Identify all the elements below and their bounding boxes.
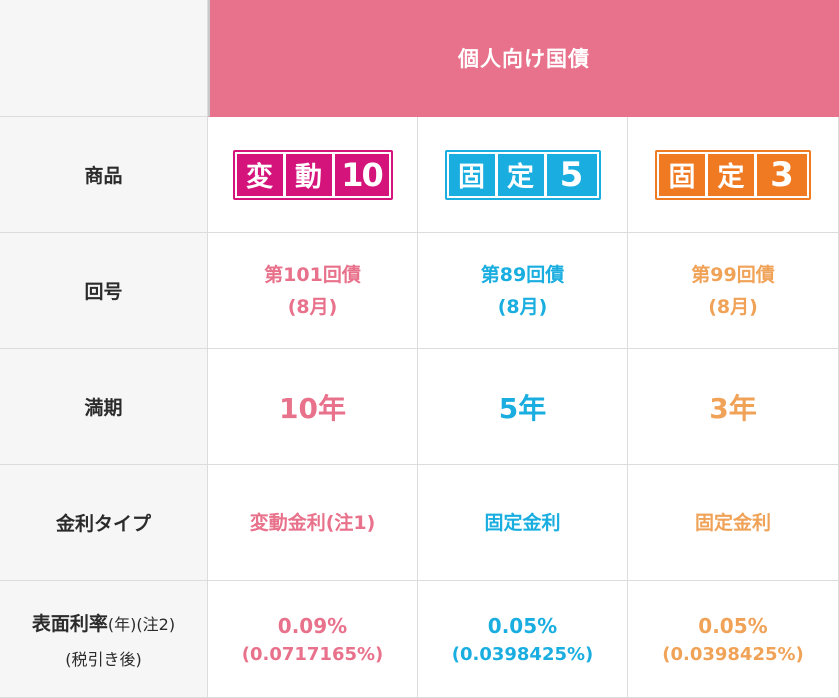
issue-month: (8月) [287,295,338,318]
rate-type-cell: 固定金利 [628,465,839,581]
product-logo-cell: 固 定 3 [628,117,839,233]
coupon-label-sub: (税引き後) [65,649,142,669]
logo-char: 固 [659,153,705,196]
maturity-cell: 10年 [208,349,418,465]
row-label-maturity: 満期 [0,349,208,465]
rate-type-value: 固定金利 [694,511,771,534]
logo-number: 10 [334,153,389,196]
issue-number: 第89回債 [480,263,565,286]
row-label-text: 金利タイプ [55,513,151,535]
hendo-10-logo: 変 動 10 [232,149,393,200]
rate-type-cell: 変動金利(注1) [208,465,418,581]
logo-char: 変 [236,153,283,196]
logo-char: 定 [497,153,544,196]
header-title: 個人向け国債 [458,47,590,71]
coupon-cell: 0.09% (0.0717165%) [208,581,418,698]
coupon-rate-after-tax: (0.0717165%) [241,643,384,665]
product-logo-cell: 変 動 10 [208,117,418,233]
issue-cell: 第89回債 (8月) [418,233,628,349]
issue-number: 第101回債 [264,263,361,286]
maturity-cell: 5年 [418,349,628,465]
row-label-coupon: 表面利率(年)(注2) (税引き後) [0,581,208,698]
table-corner [0,0,208,117]
issue-cell: 第99回債 (8月) [628,233,839,349]
coupon-rate: 0.05% [698,613,768,638]
row-label-issue: 回号 [0,233,208,349]
table-header: 個人向け国債 [208,0,839,117]
coupon-rate: 0.09% [277,613,348,638]
coupon-rate: 0.05% [487,613,558,638]
coupon-cell: 0.05% (0.0398425%) [418,581,628,698]
maturity-value: 5年 [498,391,547,425]
coupon-cell: 0.05% (0.0398425%) [628,581,839,698]
row-label-product: 商品 [0,117,208,233]
logo-number: 3 [757,153,807,196]
coupon-label-main: 表面利率 [31,612,108,635]
row-label-rate-type: 金利タイプ [0,465,208,581]
row-label-text: 満期 [84,397,123,419]
rate-type-cell: 固定金利 [418,465,628,581]
product-logo-cell: 固 定 5 [418,117,628,233]
rate-type-value: 変動金利(注1) [249,511,376,534]
issue-number: 第99回債 [691,263,775,286]
issue-month: (8月) [708,295,758,318]
row-label-text: 商品 [84,165,123,187]
logo-char: 動 [285,153,332,196]
maturity-cell: 3年 [628,349,839,465]
coupon-label-note: (年)(注2) [107,614,176,634]
maturity-value: 3年 [709,391,757,425]
logo-number: 5 [546,153,597,196]
kotei-5-logo: 固 定 5 [444,149,601,200]
issue-cell: 第101回債 (8月) [208,233,418,349]
coupon-rate-after-tax: (0.0398425%) [662,643,804,665]
row-label-text: 回号 [84,281,123,303]
coupon-label-line1: 表面利率(年)(注2) [32,609,175,636]
issue-month: (8月) [497,295,548,318]
logo-char: 固 [448,153,495,196]
logo-char: 定 [708,153,754,196]
coupon-rate-after-tax: (0.0398425%) [451,643,594,665]
maturity-value: 10年 [279,391,346,425]
kotei-3-logo: 固 定 3 [655,149,811,200]
rate-type-value: 固定金利 [484,511,561,534]
